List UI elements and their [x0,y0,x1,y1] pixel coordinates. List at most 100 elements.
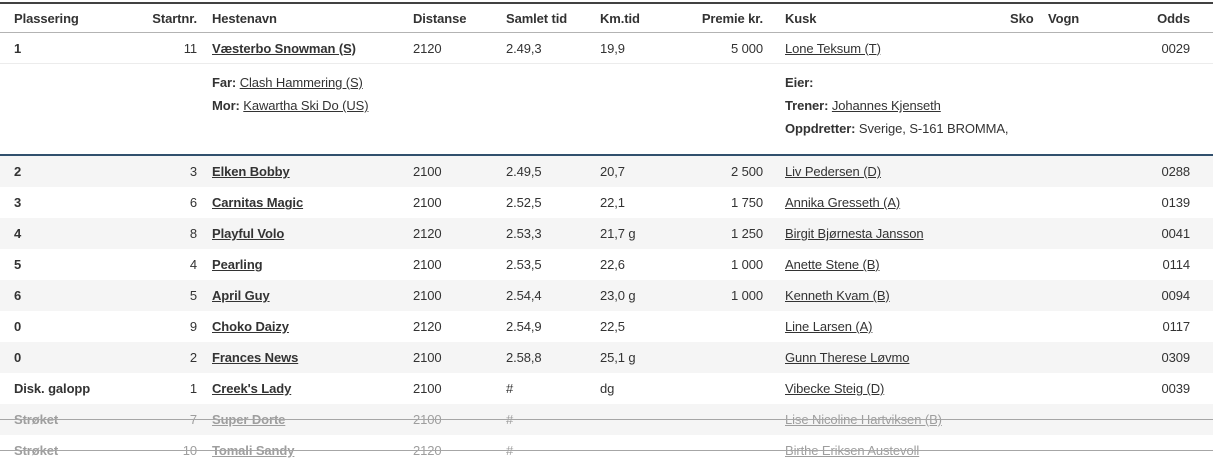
breeder-label: Oppdretter: [785,121,856,136]
placement-cell: Strøket [14,412,59,427]
odds-cell: 0309 [1161,350,1190,365]
owner-label: Eier: [785,75,814,90]
ownership-block: Eier: Trener: Johannes Kjenseth Oppdrett… [785,71,1213,140]
trainer-link[interactable]: Johannes Kjenseth [831,98,941,113]
horse-name-link[interactable]: Frances News [212,350,299,365]
horse-name-link-cell: Pearling [197,257,413,272]
header-distanse: Distanse [413,10,467,26]
prize-cell: 1 000 [730,288,763,303]
result-row: 1 11 Væsterbo Snowman (S) 2120 2.49,3 19,9 5 0… [0,33,1213,64]
dam-label: Mor: [212,98,240,113]
driver-link[interactable]: Gunn Therese Løvmo [785,350,910,365]
header-startnr: Startnr. [152,10,197,26]
total-time-cell: # [506,412,514,427]
horse-name-link[interactable]: Playful Volo [212,226,285,241]
header-premie-kr: Premie kr. [701,10,763,26]
breeder-value: Sverige, S-161 BROMMA, [858,121,1009,136]
header-sko: Sko [1010,10,1034,26]
horse-name-link[interactable]: Tomali Sandy [212,443,295,458]
driver-link[interactable]: Line Larsen (A) [785,319,873,334]
driver-link-cell: Kenneth Kvam (B) [763,288,1010,303]
result-row: Strøket 10 Tomali Sandy 2120 # Birthe Eriksen… [0,435,1213,466]
driver-link[interactable]: Liv Pedersen (D) [785,164,881,179]
sire-link[interactable]: Clash Hammering (S) [239,75,363,90]
start-number-cell: 11 [183,40,197,56]
total-time-cell: 2.49,3 [506,40,542,56]
km-time-cell: 22,5 [600,319,625,334]
result-row: Disk. galopp 1 Creek's Lady 2100 # dg Vibecke … [0,373,1213,404]
prize-cell: 1 750 [730,195,763,210]
distance-cell: 2100 [413,288,442,303]
start-number-cell: 9 [189,319,197,334]
horse-name-link-cell: Tomali Sandy [197,443,413,458]
horse-name-link-cell: Carnitas Magic [197,195,413,210]
placement-cell: 5 [14,257,22,272]
driver-link[interactable]: Annika Gresseth (A) [785,195,901,210]
odds-cell: 0041 [1161,226,1190,241]
distance-cell: 2120 [413,40,442,56]
winner-detail-section: Far: Clash Hammering (S) Mor: Kawartha S… [0,64,1213,156]
horse-name-link-cell: Væsterbo Snowman (S) [197,41,413,56]
horse-name-link[interactable]: Elken Bobby [212,164,290,179]
breeder-line: Oppdretter: Sverige, S-161 BROMMA, [785,117,1213,140]
distance-cell: 2100 [413,164,442,179]
placement-cell: 4 [14,226,22,241]
driver-link[interactable]: Lise Nicoline Hartviksen (B) [785,412,942,427]
horse-name-link[interactable]: April Guy [212,288,270,303]
result-rows: 2 3 Elken Bobby 2100 2.49,5 20,7 2 500 Liv Pede… [0,156,1213,466]
driver-link[interactable]: Birthe Eriksen Austevoll [785,443,920,458]
km-time-cell: 22,6 [600,257,625,272]
horse-name-link-cell: Elken Bobby [197,164,413,179]
driver-link[interactable]: Lone Teksum (T) [785,40,881,56]
total-time-cell: 2.54,4 [506,288,542,303]
header-km-tid: Km.tid [600,10,640,26]
horse-name-link-cell: Creek's Lady [197,381,413,396]
driver-link[interactable]: Vibecke Steig (D) [785,381,885,396]
km-time-cell: 19,9 [600,40,625,56]
result-row: 0 9 Choko Daizy 2120 2.54,9 22,5 Line Larsen (… [0,311,1213,342]
driver-link[interactable]: Anette Stene (B) [785,257,880,272]
driver-link[interactable]: Birgit Bjørnesta Jansson [785,226,924,241]
prize-cell: 1 250 [730,226,763,241]
total-time-cell: 2.54,9 [506,319,542,334]
driver-link[interactable]: Kenneth Kvam (B) [785,288,890,303]
winner-row-slot: 1 11 Væsterbo Snowman (S) 2120 2.49,3 19,9 5 0… [0,33,1213,64]
sire-line: Far: Clash Hammering (S) [212,71,785,94]
dam-link[interactable]: Kawartha Ski Do (US) [243,98,369,113]
placement-cell: 3 [14,195,22,210]
km-time-cell: 25,1 g [600,350,636,365]
horse-name-link[interactable]: Super Dorte [212,412,286,427]
horse-name-link[interactable]: Choko Daizy [212,319,289,334]
driver-link-cell: Gunn Therese Løvmo [763,350,1010,365]
driver-link-cell: Birgit Bjørnesta Jansson [763,226,1010,241]
result-row: 3 6 Carnitas Magic 2100 2.52,5 22,1 1 750 Annik… [0,187,1213,218]
total-time-cell: 2.52,5 [506,195,542,210]
driver-link-cell: Anette Stene (B) [763,257,1010,272]
start-number-cell: 4 [189,257,197,272]
header-hestenavn: Hestenavn [212,10,277,26]
dam-line: Mor: Kawartha Ski Do (US) [212,94,785,117]
trainer-label: Trener: [785,98,829,113]
total-time-cell: 2.58,8 [506,350,542,365]
driver-link-cell: Liv Pedersen (D) [763,164,1010,179]
driver-link-cell: Lone Teksum (T) [763,41,1010,56]
horse-name-link[interactable]: Væsterbo Snowman (S) [212,40,356,56]
start-number-cell: 1 [189,381,197,396]
horse-name-link[interactable]: Pearling [212,257,263,272]
driver-link-cell: Birthe Eriksen Austevoll [763,443,1010,458]
horse-name-link[interactable]: Creek's Lady [212,381,292,396]
horse-name-link[interactable]: Carnitas Magic [212,195,304,210]
distance-cell: 2100 [413,412,442,427]
result-row: Strøket 7 Super Dorte 2100 # Lise Nicoline Ha… [0,404,1213,435]
km-time-cell: 23,0 g [600,288,636,303]
horse-name-link-cell: Super Dorte [197,412,413,427]
placement-cell: 6 [14,288,22,303]
result-row: 5 4 Pearling 2100 2.53,5 22,6 1 000 Anette Sten… [0,249,1213,280]
total-time-cell: 2.53,5 [506,257,542,272]
owner-line: Eier: [785,71,1213,94]
header-samlet-tid: Samlet tid [506,10,568,26]
pedigree-block: Far: Clash Hammering (S) Mor: Kawartha S… [212,71,785,140]
start-number-cell: 3 [189,164,197,179]
table-header-row: Plassering Startnr. Hestenavn Distanse S… [0,2,1213,33]
prize-cell: 1 000 [730,257,763,272]
